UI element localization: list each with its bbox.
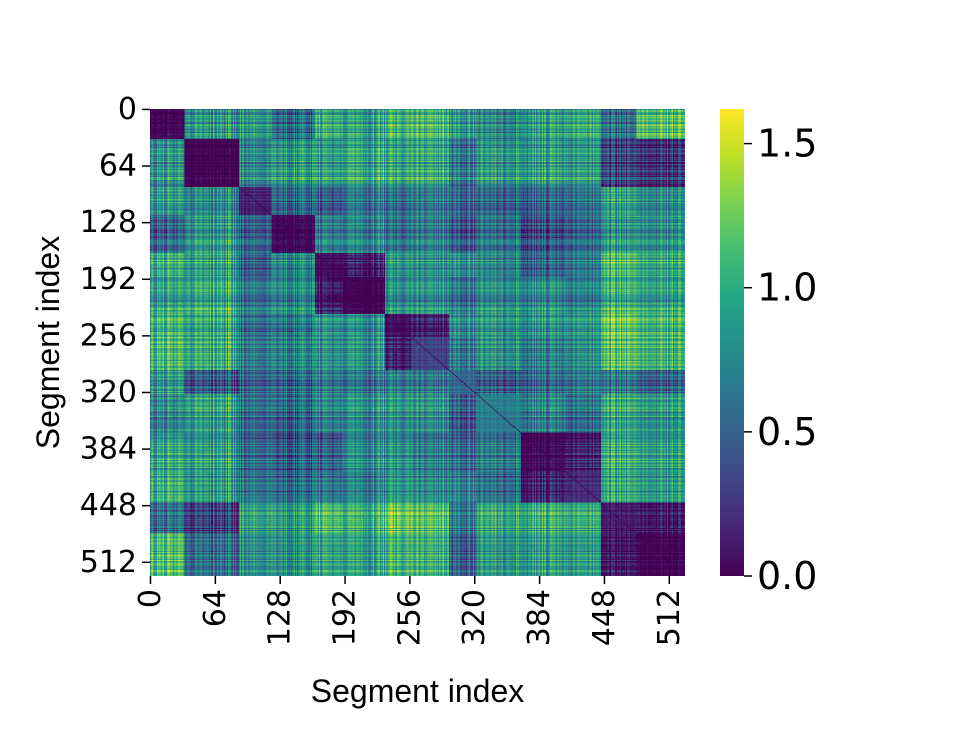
x-tick-label: 192 <box>328 589 363 646</box>
x-axis-title: Segment index <box>311 673 524 709</box>
x-axis: 0 64 128 192 256 320 384 448 512 <box>133 576 687 646</box>
y-tick-label: 512 <box>80 545 137 580</box>
colorbar-tick-label: 0.5 <box>757 410 817 454</box>
x-tick-label: 512 <box>652 589 687 646</box>
colorbar-tick-label: 1.5 <box>757 122 817 166</box>
y-tick-label: 192 <box>80 262 137 297</box>
y-tick-label: 448 <box>80 488 137 523</box>
x-tick-label: 0 <box>133 589 168 608</box>
x-tick-label: 448 <box>587 589 622 646</box>
colorbar-axis: 0.0 0.5 1.0 1.5 <box>744 122 817 598</box>
colorbar-tick-label: 1.0 <box>757 266 817 310</box>
heatmap-image <box>150 109 685 576</box>
y-tick-label: 320 <box>80 375 137 410</box>
x-tick-label: 128 <box>263 589 298 646</box>
y-axis: 0 64 128 192 256 320 384 448 512 <box>80 92 150 580</box>
colorbar <box>720 109 744 576</box>
y-tick-label: 256 <box>80 318 137 353</box>
y-tick-label: 0 <box>118 92 137 127</box>
y-tick-label: 128 <box>80 205 137 240</box>
x-tick-label: 256 <box>392 589 427 646</box>
x-tick-label: 64 <box>198 589 233 627</box>
x-tick-label: 320 <box>457 589 492 646</box>
y-tick-label: 384 <box>80 432 137 467</box>
y-axis-title: Segment index <box>30 236 66 449</box>
colorbar-tick-label: 0.0 <box>757 554 817 598</box>
y-tick-label: 64 <box>99 149 137 184</box>
x-tick-label: 384 <box>522 589 557 646</box>
